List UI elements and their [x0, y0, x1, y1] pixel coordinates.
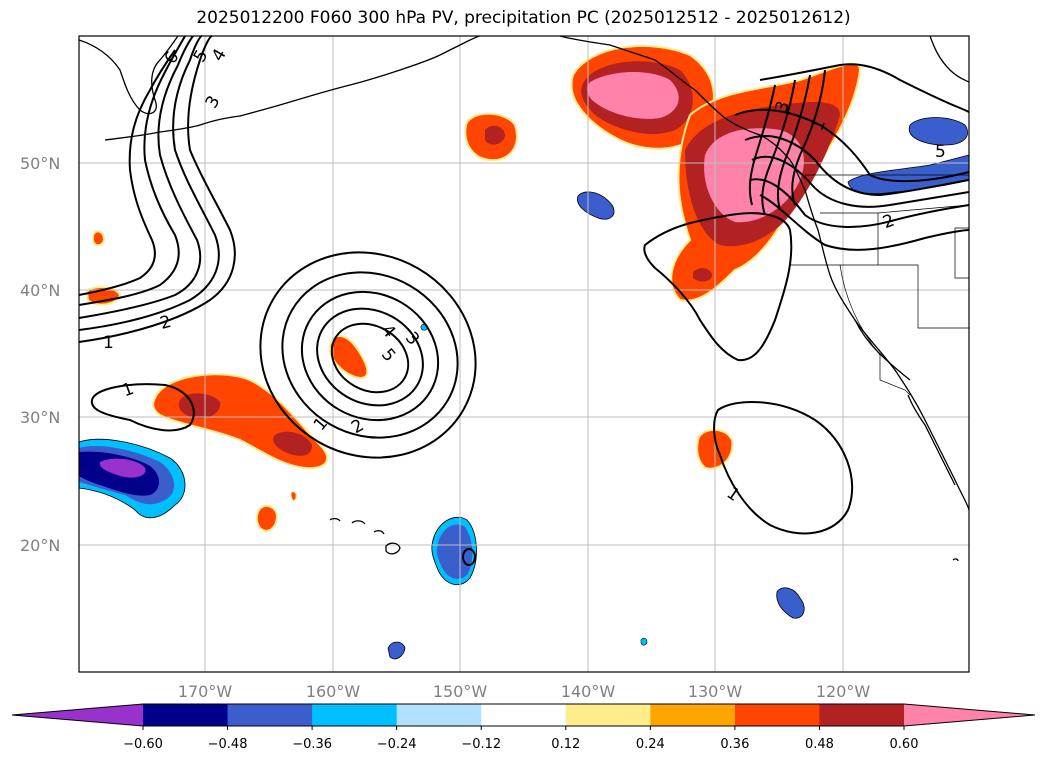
- pv-contours: [78, 35, 970, 566]
- lon-label: 150°W: [433, 682, 488, 701]
- colorbar-tick-label: 0.12: [551, 737, 580, 752]
- precip-blob-subtropical-core-2: [273, 431, 312, 456]
- lon-label: 170°W: [178, 682, 233, 701]
- political-borders: [790, 174, 970, 396]
- lat-label: 20°N: [20, 536, 60, 555]
- precip-neg-blob-small-2: [387, 641, 406, 660]
- colorbar-tick-label: −0.36: [292, 737, 332, 752]
- colorbar-tick-label: 0.48: [805, 737, 834, 752]
- precip-blob-small-red-1: [693, 268, 712, 282]
- map-frame: [78, 35, 970, 673]
- lat-label: 50°N: [20, 154, 60, 173]
- colorbar-tick-label: −0.24: [377, 737, 417, 752]
- colorbar-segment: [565, 704, 651, 726]
- colorbar-tick-label: 0.36: [720, 737, 749, 752]
- colorbar-tick-label: 0.24: [636, 737, 665, 752]
- lon-label: 160°W: [306, 682, 361, 701]
- colorbar-segment: [143, 704, 229, 726]
- colorbar: −0.60 −0.48 −0.36 −0.24 −0.12 0.12 0.24 0.36 0.4…: [11, 703, 1036, 752]
- lat-label: 30°N: [20, 408, 60, 427]
- colorbar-segment: [650, 704, 736, 726]
- precipitation-fill-layer: [78, 44, 970, 660]
- precip-blob-north-pacific-core: [485, 125, 505, 145]
- colorbar-extend-high: [904, 704, 1035, 726]
- lon-label: 140°W: [561, 682, 616, 701]
- longitude-labels: 170°W 160°W 150°W 140°W 130°W 120°W: [178, 682, 871, 701]
- contour-label: 2: [158, 312, 174, 334]
- lat-label: 40°N: [20, 281, 60, 300]
- precip-neg-blob-small-1: [577, 191, 615, 220]
- colorbar-segment: [734, 704, 820, 726]
- contour-label: 1: [103, 333, 114, 353]
- precip-neg-blob-hawaii-core: [436, 524, 473, 579]
- colorbar-segment: [227, 704, 313, 726]
- colorbar-tick-label: −0.48: [208, 737, 248, 752]
- latitude-labels: 50°N 40°N 30°N 20°N: [20, 154, 60, 555]
- colorbar-tick-label: −0.60: [123, 737, 163, 752]
- lon-label: 120°W: [816, 682, 871, 701]
- colorbar-segment: [312, 704, 398, 726]
- gridlines: [79, 36, 969, 672]
- precip-blob-gulf-alaska-peak: [587, 71, 679, 119]
- colorbar-tick-label: −0.12: [461, 737, 501, 752]
- map-title: 2025012200 F060 300 hPa PV, precipitatio…: [196, 8, 851, 28]
- precip-neg-blob-small-3: [776, 587, 805, 619]
- colorbar-extend-low: [12, 704, 143, 726]
- colorbar-segment: [481, 704, 567, 726]
- precip-blob-small-2: [255, 504, 279, 532]
- colorbar-segment: [396, 704, 482, 726]
- contour-label: 5: [935, 142, 946, 162]
- precip-neg-blob-west-peak: [99, 458, 146, 478]
- precip-blob-low-center: [328, 335, 369, 380]
- colorbar-tick-label: 0.60: [890, 737, 919, 752]
- precip-blob-small-3: [290, 491, 297, 501]
- precip-neg-blob-canada-1: [908, 117, 969, 146]
- precip-neg-blob-small-4: [640, 637, 648, 646]
- lon-label: 130°W: [688, 682, 743, 701]
- colorbar-segment: [819, 704, 905, 726]
- precip-blob-dateline-1: [92, 230, 106, 247]
